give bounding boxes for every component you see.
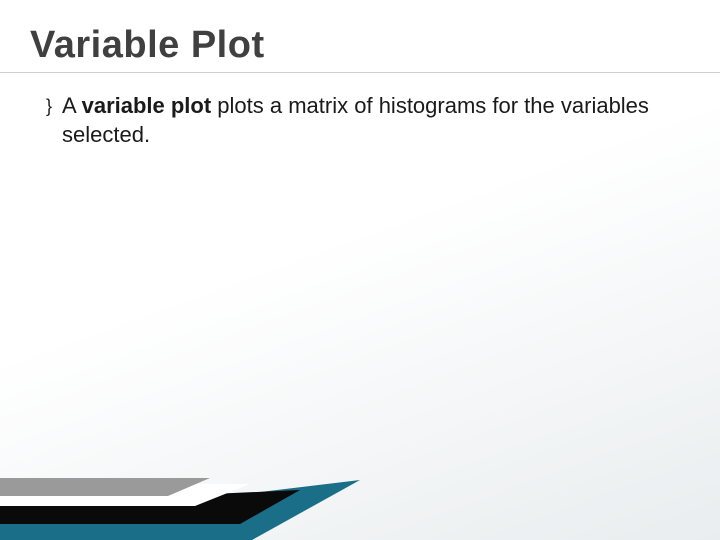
bullet-item: } A variable plot plots a matrix of hist… [46,92,660,149]
slide: Variable Plot } A variable plot plots a … [0,0,720,540]
bullet-content: A variable plot plots a matrix of histog… [62,92,660,149]
bullet-marker-icon: } [46,92,52,121]
bullet-prefix: A [62,93,82,118]
bullet-bold: variable plot [82,93,212,118]
slide-title: Variable Plot [30,24,265,67]
title-underline [0,72,720,73]
body-text: } A variable plot plots a matrix of hist… [46,92,660,149]
